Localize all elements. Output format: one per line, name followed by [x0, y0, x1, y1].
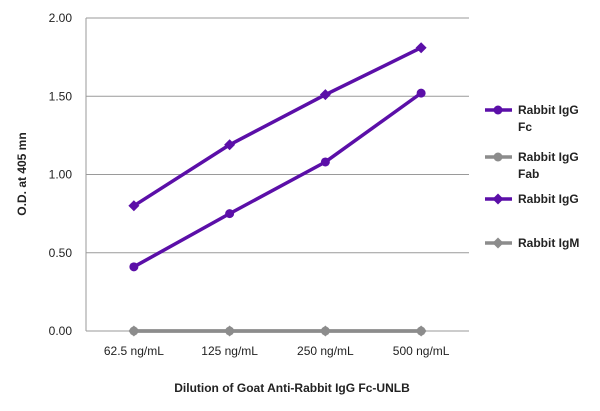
data-point [224, 139, 236, 151]
x-axis-title: Dilution of Goat Anti-Rabbit IgG Fc-UNLB [174, 381, 410, 395]
legend-label: Rabbit IgG [518, 192, 579, 206]
data-point [224, 325, 236, 337]
data-point [416, 88, 426, 98]
data-point [128, 325, 140, 337]
x-tick-label: 125 ng/mL [201, 344, 258, 358]
series-line [133, 91, 423, 269]
y-tick-label: 0.00 [49, 324, 73, 338]
legend-label: Rabbit IgG [518, 150, 579, 164]
series-rabbit-igm [128, 325, 427, 337]
data-point [225, 209, 235, 219]
y-tick-label: 1.00 [49, 168, 73, 182]
legend-item: Rabbit IgM [485, 236, 579, 250]
legend-swatch-marker [492, 237, 504, 249]
legend-label: Rabbit IgM [518, 236, 579, 250]
legend-label: Fc [518, 120, 532, 134]
y-tick-label: 0.50 [49, 246, 73, 260]
data-point [129, 262, 139, 272]
legend-swatch-marker [492, 193, 504, 205]
series-group [128, 42, 427, 337]
series-rabbit-igg [128, 42, 427, 212]
grid [85, 17, 469, 332]
legend-label: Rabbit IgG [518, 103, 579, 117]
x-tick-label: 250 ng/mL [297, 344, 354, 358]
legend-swatch-marker [493, 152, 503, 162]
legend-label: Fab [518, 167, 539, 181]
y-axis-title: O.D. at 405 mn [15, 132, 29, 215]
y-tick-label: 1.50 [49, 89, 73, 103]
data-point [319, 89, 331, 101]
series-rabbit-igg-fc [129, 88, 426, 272]
data-point [320, 157, 330, 167]
x-tick-label: 500 ng/mL [393, 344, 450, 358]
data-point [415, 325, 427, 337]
legend-item: Rabbit IgG Fab [485, 150, 579, 181]
data-point [128, 200, 140, 212]
legend-item: Rabbit IgG Fc [485, 103, 579, 134]
data-point [319, 325, 331, 337]
legend-item: Rabbit IgG [485, 192, 579, 206]
y-tick-label: 2.00 [49, 11, 73, 25]
x-tick-labels: 62.5 ng/mL 125 ng/mL 250 ng/mL 500 ng/mL [104, 344, 450, 358]
legend-swatch-marker [493, 105, 503, 115]
series-line [132, 46, 422, 208]
y-tick-labels: 0.00 0.50 1.00 1.50 2.00 [49, 11, 73, 338]
x-tick-label: 62.5 ng/mL [104, 344, 164, 358]
data-point [415, 42, 427, 54]
